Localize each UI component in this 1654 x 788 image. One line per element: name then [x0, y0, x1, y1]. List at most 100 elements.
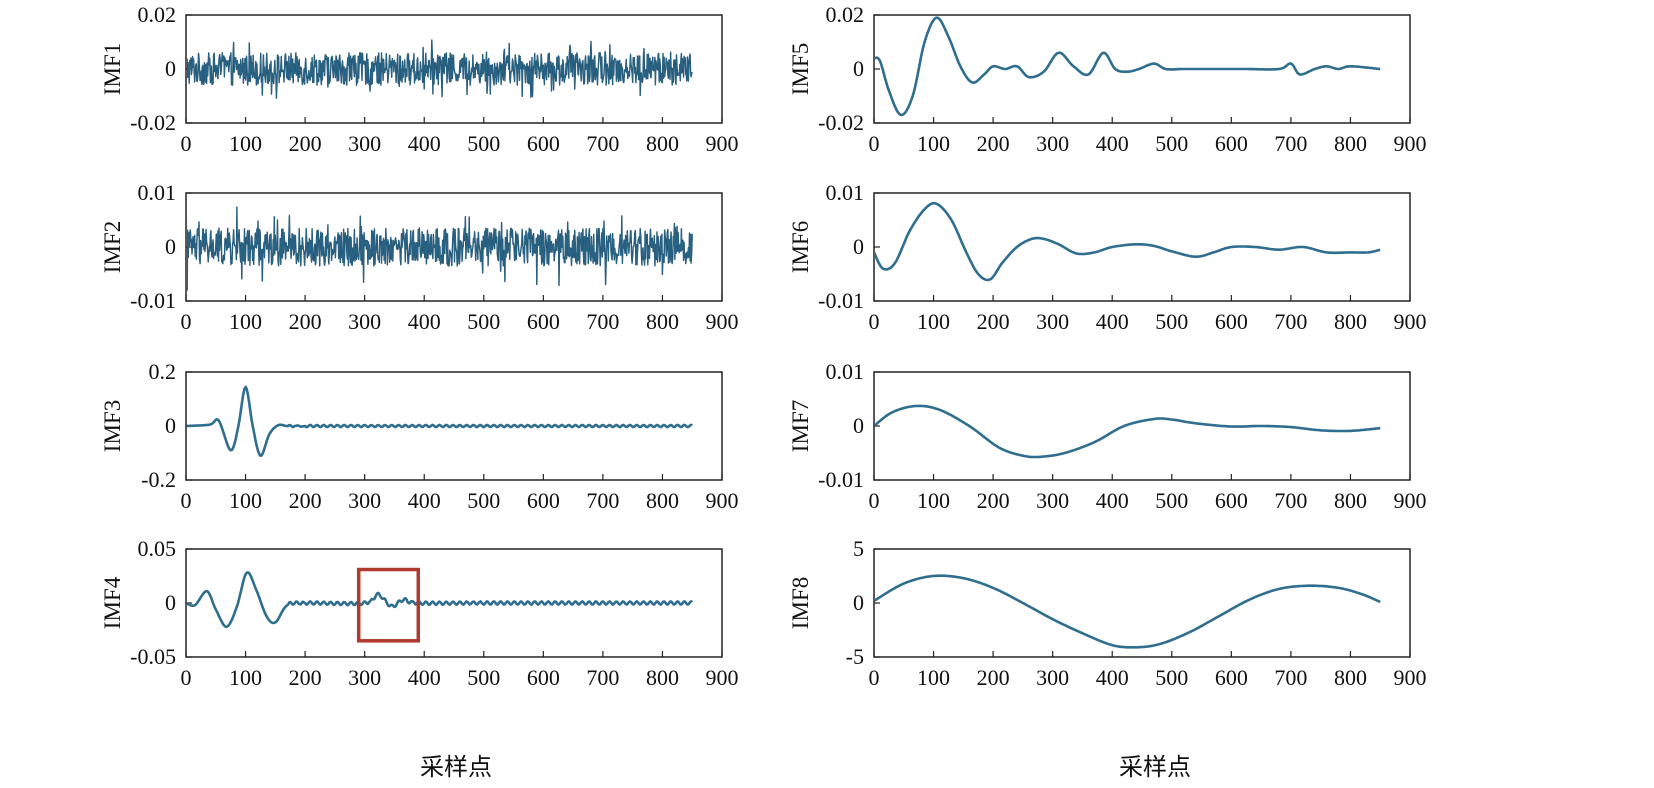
x-tick-label: 100: [917, 309, 950, 334]
y-tick-label: -0.02: [818, 110, 864, 135]
x-tick-label: 800: [646, 665, 679, 690]
x-tick-label: 900: [706, 131, 739, 156]
x-tick-label: 100: [229, 131, 262, 156]
x-tick-label: 700: [1274, 665, 1307, 690]
x-tick-label: 500: [467, 665, 500, 690]
x-tick-label: 100: [229, 488, 262, 513]
x-tick-label: 300: [1036, 488, 1069, 513]
x-tick-label: 200: [289, 665, 322, 690]
x-tick-label: 600: [527, 309, 560, 334]
x-tick-label: 0: [181, 309, 192, 334]
x-tick-label: 600: [527, 665, 560, 690]
x-tick-label: 200: [977, 309, 1010, 334]
y-tick-label: 0: [165, 234, 176, 259]
x-tick-label: 600: [527, 131, 560, 156]
x-tick-label: 800: [646, 488, 679, 513]
x-tick-label: 300: [348, 665, 381, 690]
x-tick-label: 300: [348, 131, 381, 156]
plot-frame: [873, 192, 1411, 302]
y-tick-label: 0: [853, 56, 864, 81]
imf-signal-line: [875, 201, 1381, 282]
y-tick-label: 0: [853, 234, 864, 259]
x-tick-label: 500: [1155, 131, 1188, 156]
imf-signal-highlight: [187, 40, 693, 99]
imf-signal-line: [875, 574, 1381, 649]
x-tick-label: 800: [646, 131, 679, 156]
x-tick-label: 400: [408, 488, 441, 513]
x-tick-label: 600: [1215, 309, 1248, 334]
y-axis-label: IMF3: [100, 400, 125, 452]
imf-signal-line: [875, 16, 1381, 117]
y-axis-label: IMF7: [788, 400, 813, 452]
y-tick-label: 0.02: [826, 2, 865, 27]
x-tick-label: 600: [1215, 665, 1248, 690]
y-tick-label: 0.01: [826, 180, 865, 205]
imf-signal-line: [187, 385, 693, 457]
x-tick-label: 0: [181, 488, 192, 513]
y-tick-label: 0: [165, 56, 176, 81]
x-tick-label: 100: [229, 309, 262, 334]
x-tick-label: 600: [527, 488, 560, 513]
x-tick-label: 800: [1334, 131, 1367, 156]
x-tick-label: 600: [1215, 131, 1248, 156]
x-tick-label: 400: [1096, 665, 1129, 690]
y-tick-label: -0.01: [818, 288, 864, 313]
x-tick-label: 200: [289, 488, 322, 513]
x-tick-label: 600: [1215, 488, 1248, 513]
x-tick-label: 0: [181, 665, 192, 690]
x-tick-label: 500: [1155, 665, 1188, 690]
x-tick-label: 400: [1096, 488, 1129, 513]
x-tick-label: 300: [1036, 309, 1069, 334]
x-tick-label: 200: [977, 131, 1010, 156]
x-tick-label: 300: [1036, 131, 1069, 156]
y-tick-label: 0: [165, 413, 176, 438]
x-tick-label: 900: [1394, 131, 1427, 156]
x-tick-label: 400: [408, 131, 441, 156]
x-tick-label: 500: [467, 488, 500, 513]
x-axis-label-right: 采样点: [1119, 754, 1191, 781]
y-tick-label: -0.01: [818, 467, 864, 492]
imf-signal-line: [187, 571, 694, 629]
highlight-box: [356, 567, 421, 643]
imf-signal-line: [875, 404, 1381, 459]
x-tick-label: 200: [977, 665, 1010, 690]
x-tick-label: 0: [869, 488, 880, 513]
x-tick-label: 500: [1155, 309, 1188, 334]
x-tick-label: 500: [1155, 488, 1188, 513]
x-tick-label: 800: [1334, 309, 1367, 334]
x-tick-label: 300: [1036, 665, 1069, 690]
y-tick-label: -0.01: [130, 288, 176, 313]
y-tick-label: 0.01: [138, 180, 177, 205]
x-tick-label: 400: [1096, 131, 1129, 156]
x-tick-label: 800: [1334, 488, 1367, 513]
x-tick-label: 0: [869, 309, 880, 334]
y-axis-label: IMF6: [788, 221, 813, 273]
x-tick-label: 900: [706, 665, 739, 690]
x-tick-label: 500: [467, 309, 500, 334]
x-tick-label: 700: [586, 131, 619, 156]
x-tick-label: 400: [1096, 309, 1129, 334]
y-tick-label: 0.01: [826, 359, 865, 384]
x-tick-label: 800: [646, 309, 679, 334]
y-tick-label: 5: [853, 536, 864, 561]
x-tick-label: 100: [917, 131, 950, 156]
x-tick-label: 100: [917, 665, 950, 690]
x-tick-label: 200: [289, 309, 322, 334]
x-tick-label: 800: [1334, 665, 1367, 690]
x-tick-label: 300: [348, 309, 381, 334]
x-tick-label: 700: [1274, 309, 1307, 334]
y-axis-label: IMF2: [100, 221, 125, 273]
x-tick-label: 500: [467, 131, 500, 156]
y-tick-label: 0: [853, 413, 864, 438]
y-tick-label: -0.05: [130, 644, 176, 669]
x-axis-label-left: 采样点: [420, 754, 492, 781]
x-tick-label: 900: [1394, 309, 1427, 334]
